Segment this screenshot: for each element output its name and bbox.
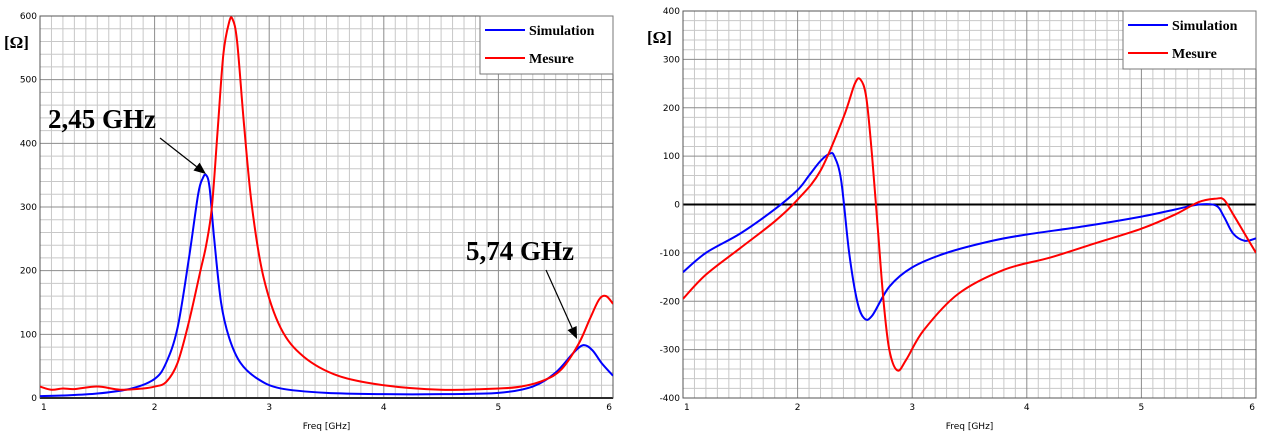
y-tick-label: -400 — [660, 394, 681, 404]
x-axis-label: Freq [GHz] — [303, 422, 351, 432]
series-group — [40, 16, 613, 398]
y-tick-label: 100 — [20, 330, 37, 340]
series-line-simulation — [40, 173, 613, 398]
x-tick-label: 6 — [1249, 403, 1255, 413]
grid — [39, 15, 614, 399]
annotation-label: 2,45 GHz — [48, 104, 156, 134]
legend-box — [1122, 10, 1257, 70]
plot-frame — [682, 10, 1257, 399]
legend-box — [479, 15, 614, 75]
annotation-arrowhead — [193, 162, 206, 174]
y-tick-label: 600 — [20, 12, 37, 22]
legend-label: Mesure — [1172, 47, 1217, 62]
x-tick-label: 4 — [381, 403, 387, 413]
y-tick-label: 300 — [663, 55, 680, 65]
legend-label: Mesure — [529, 52, 574, 67]
y-tick-label: 300 — [20, 203, 37, 213]
x-tick-label: 3 — [909, 403, 915, 413]
y-tick-label: 200 — [663, 104, 680, 114]
y-tick-label: 400 — [20, 139, 37, 149]
x-tick-label: 5 — [1139, 403, 1145, 413]
y-tick-label: -300 — [660, 346, 681, 356]
series-line-simulation — [683, 151, 1256, 321]
y-tick-label: -200 — [660, 297, 681, 307]
plot-frame — [39, 15, 614, 399]
y-tick-label: 0 — [674, 201, 680, 211]
x-tick-label: 4 — [1024, 403, 1030, 413]
legend-label: Simulation — [529, 24, 595, 39]
x-tick-label: 3 — [266, 403, 272, 413]
annotation-arrowhead — [567, 326, 577, 339]
annotation-arrow — [545, 269, 573, 329]
annotation-arrow — [159, 137, 197, 168]
x-tick-label: 2 — [152, 403, 158, 413]
y-axis-label: [Ω] — [647, 28, 672, 47]
legend: Simulation Mesure — [479, 15, 614, 75]
annotation-label: 5,74 GHz — [466, 236, 574, 266]
y-tick-label: 100 — [663, 152, 680, 162]
y-tick-label: 500 — [20, 76, 37, 86]
series-line-mesure — [683, 77, 1256, 372]
x-tick-label: 5 — [496, 403, 502, 413]
series-line-mesure — [40, 16, 613, 391]
y-tick-label: 200 — [20, 267, 37, 277]
y-axis-label: [Ω] — [4, 33, 29, 52]
chart-right: -400 -300 -200 -100 0 100 200 300 400 1 2 3 4 5 6 Freq … — [647, 7, 1257, 432]
x-axis-label: Freq [GHz] — [946, 422, 994, 432]
x-tick-label: 1 — [684, 403, 690, 413]
x-tick-label: 1 — [41, 403, 47, 413]
legend: Simulation Mesure — [1122, 10, 1257, 70]
y-tick-label: 0 — [31, 394, 37, 404]
y-tick-label: 400 — [663, 7, 680, 17]
y-tick-label: -100 — [660, 249, 681, 259]
chart-left: 0 100 200 300 400 500 600 1 2 3 4 5 6 Freq [GHz] [Ω] Si… — [4, 12, 614, 432]
series-group — [683, 77, 1256, 372]
x-tick-label: 6 — [606, 403, 612, 413]
x-tick-label: 2 — [795, 403, 801, 413]
legend-label: Simulation — [1172, 19, 1238, 34]
